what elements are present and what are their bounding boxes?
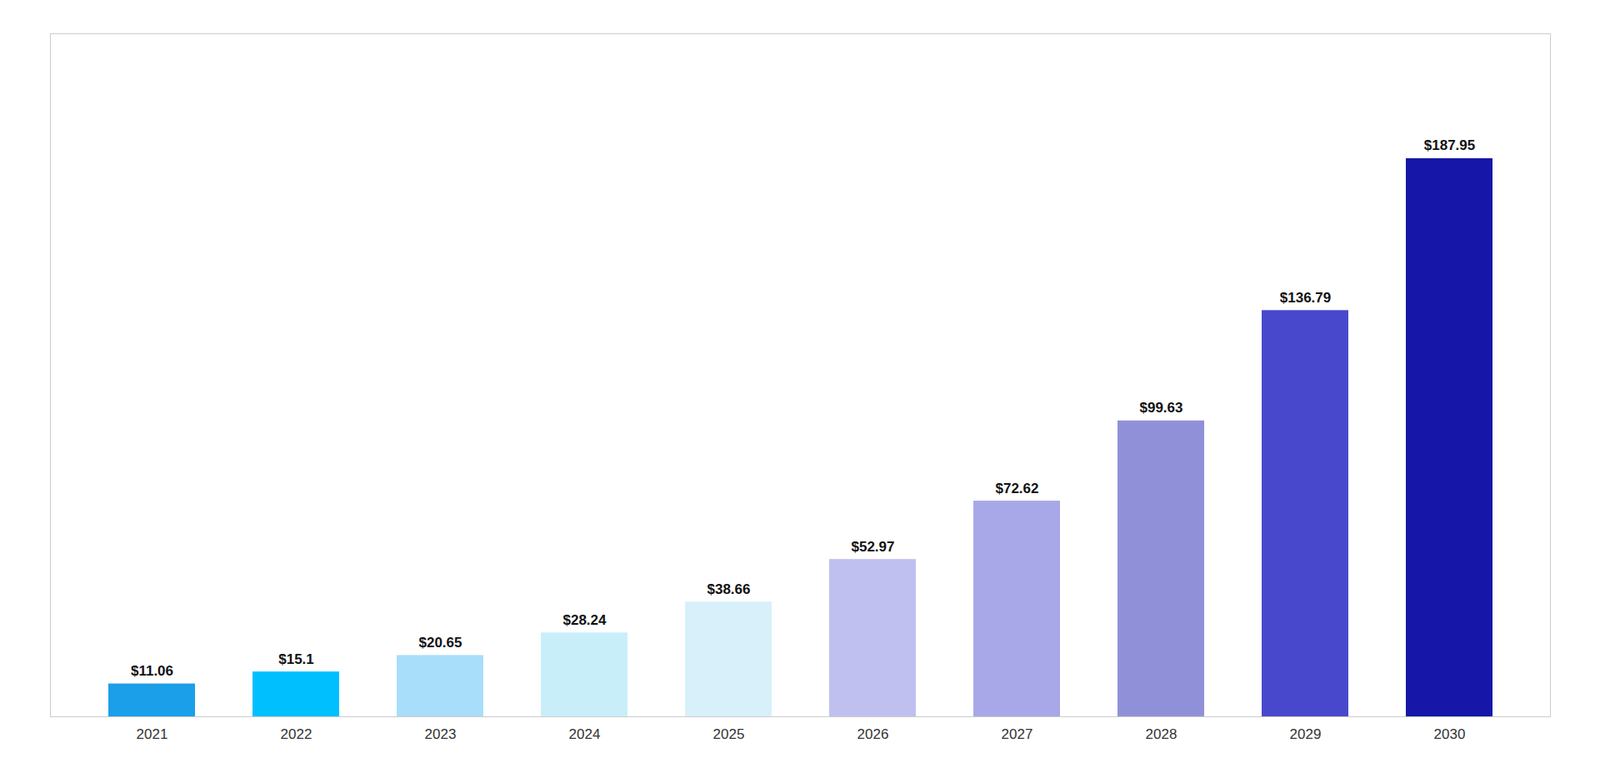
svg-text:$187.95: $187.95 bbox=[1424, 137, 1475, 154]
svg-text:$99.63: $99.63 bbox=[1140, 400, 1184, 416]
svg-text:2021: 2021 bbox=[136, 726, 169, 743]
svg-text:$20.65: $20.65 bbox=[419, 635, 463, 651]
svg-text:$52.97: $52.97 bbox=[851, 539, 895, 555]
svg-text:2028: 2028 bbox=[1145, 726, 1178, 743]
svg-text:2030: 2030 bbox=[1434, 726, 1466, 743]
svg-text:2023: 2023 bbox=[425, 726, 457, 743]
svg-text:2024: 2024 bbox=[569, 726, 601, 743]
svg-text:2025: 2025 bbox=[713, 726, 745, 743]
svg-text:2022: 2022 bbox=[280, 726, 313, 743]
svg-text:2029: 2029 bbox=[1290, 726, 1322, 743]
svg-text:$72.62: $72.62 bbox=[995, 480, 1040, 497]
svg-text:$28.24: $28.24 bbox=[563, 612, 608, 629]
svg-text:2027: 2027 bbox=[1001, 726, 1034, 743]
svg-text:$136.79: $136.79 bbox=[1280, 290, 1331, 306]
svg-text:$15.1: $15.1 bbox=[278, 651, 315, 668]
svg-text:2026: 2026 bbox=[857, 726, 890, 743]
svg-text:$11.06: $11.06 bbox=[130, 663, 174, 680]
svg-text:$38.66: $38.66 bbox=[707, 581, 751, 598]
